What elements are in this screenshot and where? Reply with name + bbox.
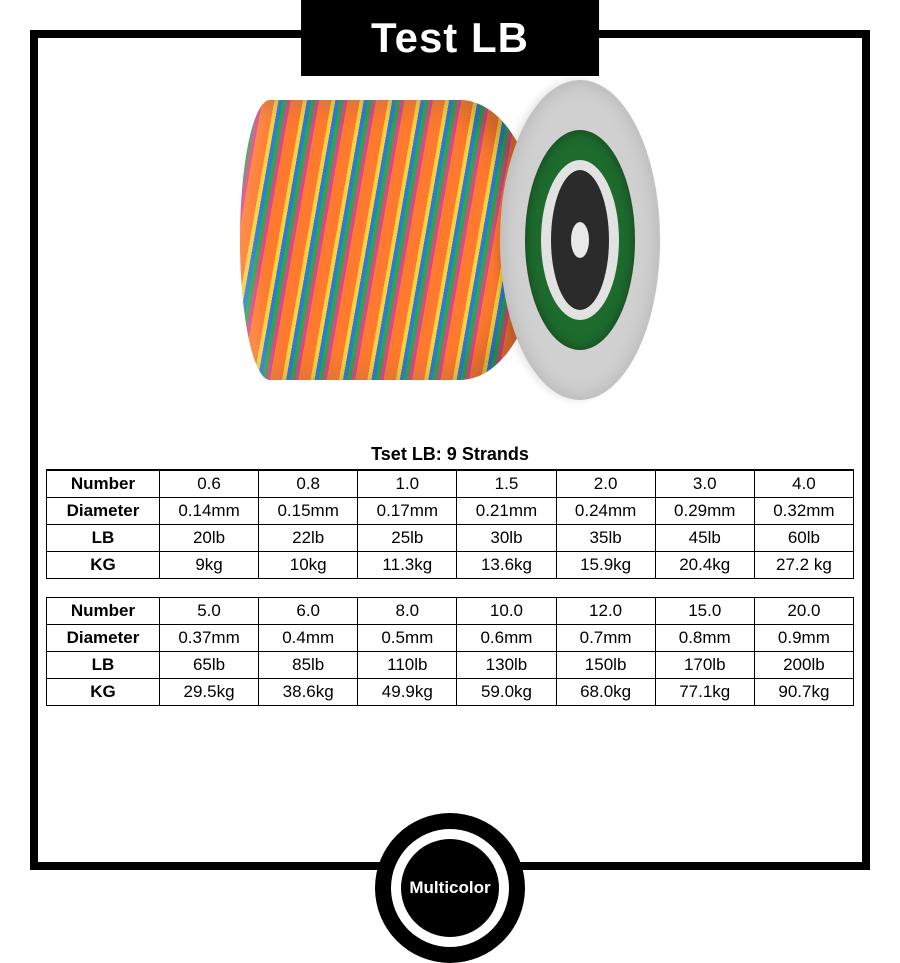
table-row: KG29.5kg38.6kg49.9kg59.0kg68.0kg77.1kg90… — [47, 679, 854, 706]
cell: 85lb — [259, 652, 358, 679]
cell: 110lb — [358, 652, 457, 679]
cell: 15.0 — [655, 598, 754, 625]
cell: 0.6 — [159, 471, 258, 498]
row-label: Number — [47, 598, 160, 625]
table-gap — [46, 579, 854, 597]
cell: 20lb — [159, 525, 258, 552]
cell: 35lb — [556, 525, 655, 552]
cell: 0.14mm — [159, 498, 258, 525]
cell: 29.5kg — [159, 679, 258, 706]
badge-outer-circle: Multicolor — [375, 813, 525, 963]
cell: 9kg — [159, 552, 258, 579]
cell: 15.9kg — [556, 552, 655, 579]
spec-table-1: Number0.60.81.01.52.03.04.0Diameter0.14m… — [46, 470, 854, 579]
cell: 10.0 — [457, 598, 556, 625]
cell: 13.6kg — [457, 552, 556, 579]
cell: 1.0 — [358, 471, 457, 498]
cell: 0.7mm — [556, 625, 655, 652]
spec-tables: Tset LB: 9 Strands Number0.60.81.01.52.0… — [46, 440, 854, 706]
cell: 20.4kg — [655, 552, 754, 579]
cell: 0.32mm — [754, 498, 853, 525]
cell: 4.0 — [754, 471, 853, 498]
cell: 2.0 — [556, 471, 655, 498]
table-row: Diameter0.14mm0.15mm0.17mm0.21mm0.24mm0.… — [47, 498, 854, 525]
cell: 5.0 — [159, 598, 258, 625]
cell: 3.0 — [655, 471, 754, 498]
cell: 49.9kg — [358, 679, 457, 706]
cell: 0.17mm — [358, 498, 457, 525]
cell: 0.15mm — [259, 498, 358, 525]
cell: 0.4mm — [259, 625, 358, 652]
color-badge: Multicolor — [375, 813, 525, 963]
row-label: LB — [47, 525, 160, 552]
row-label: Diameter — [47, 625, 160, 652]
cell: 0.8 — [259, 471, 358, 498]
row-label: LB — [47, 652, 160, 679]
cell: 59.0kg — [457, 679, 556, 706]
cell: 45lb — [655, 525, 754, 552]
cell: 77.1kg — [655, 679, 754, 706]
cell: 200lb — [754, 652, 853, 679]
cell: 130lb — [457, 652, 556, 679]
cell: 60lb — [754, 525, 853, 552]
cell: 90.7kg — [754, 679, 853, 706]
cell: 11.3kg — [358, 552, 457, 579]
spool-thread — [240, 100, 540, 380]
table-row: Number0.60.81.01.52.03.04.0 — [47, 471, 854, 498]
cell: 170lb — [655, 652, 754, 679]
cell: 10kg — [259, 552, 358, 579]
product-image — [240, 80, 660, 400]
badge-ring: Multicolor — [391, 829, 509, 947]
cell: 0.9mm — [754, 625, 853, 652]
row-label: Diameter — [47, 498, 160, 525]
cell: 20.0 — [754, 598, 853, 625]
table-caption: Tset LB: 9 Strands — [46, 440, 854, 470]
table-row: Diameter0.37mm0.4mm0.5mm0.6mm0.7mm0.8mm0… — [47, 625, 854, 652]
table-row: LB65lb85lb110lb130lb150lb170lb200lb — [47, 652, 854, 679]
cell: 6.0 — [259, 598, 358, 625]
cell: 8.0 — [358, 598, 457, 625]
cell: 0.29mm — [655, 498, 754, 525]
spool-hub-hole — [571, 222, 589, 258]
row-label: KG — [47, 552, 160, 579]
cell: 30lb — [457, 525, 556, 552]
cell: 65lb — [159, 652, 258, 679]
cell: 27.2 kg — [754, 552, 853, 579]
cell: 68.0kg — [556, 679, 655, 706]
cell: 12.0 — [556, 598, 655, 625]
cell: 0.5mm — [358, 625, 457, 652]
spec-table-2: Number5.06.08.010.012.015.020.0Diameter0… — [46, 597, 854, 706]
table-row: Number5.06.08.010.012.015.020.0 — [47, 598, 854, 625]
cell: 150lb — [556, 652, 655, 679]
cell: 0.37mm — [159, 625, 258, 652]
badge-label: Multicolor — [409, 878, 490, 898]
cell: 0.6mm — [457, 625, 556, 652]
cell: 22lb — [259, 525, 358, 552]
table-row: KG9kg10kg11.3kg13.6kg15.9kg20.4kg27.2 kg — [47, 552, 854, 579]
table-row: LB20lb22lb25lb30lb35lb45lb60lb — [47, 525, 854, 552]
cell: 0.21mm — [457, 498, 556, 525]
cell: 0.8mm — [655, 625, 754, 652]
cell: 25lb — [358, 525, 457, 552]
spool-flange — [500, 80, 660, 400]
cell: 0.24mm — [556, 498, 655, 525]
cell: 1.5 — [457, 471, 556, 498]
page-title: Test LB — [301, 0, 599, 76]
cell: 38.6kg — [259, 679, 358, 706]
row-label: Number — [47, 471, 160, 498]
row-label: KG — [47, 679, 160, 706]
badge-inner-circle: Multicolor — [401, 839, 499, 937]
